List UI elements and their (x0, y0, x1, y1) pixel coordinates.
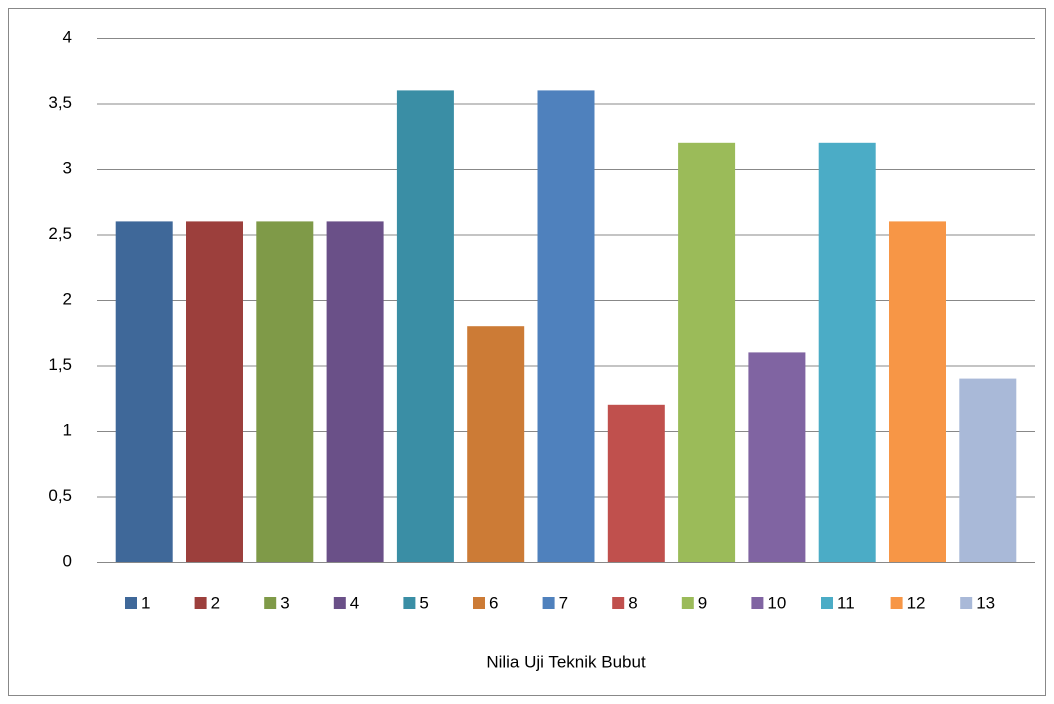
y-tick-label: 1 (63, 420, 72, 439)
bar (818, 142, 876, 563)
bar (959, 378, 1017, 562)
bar (115, 221, 173, 562)
legend-swatch (542, 597, 555, 609)
legend-label: 2 (211, 593, 220, 612)
legend-swatch (821, 597, 833, 609)
legend-label: 5 (419, 593, 428, 612)
y-tick-label: 2 (63, 289, 72, 308)
bar (186, 221, 243, 562)
y-tick-label: 0 (63, 551, 72, 570)
legend-label: 12 (907, 593, 926, 612)
legend-label: 9 (698, 593, 707, 612)
legend-label: 6 (489, 593, 498, 612)
y-tick-label: 2,5 (48, 224, 72, 243)
bar (889, 221, 946, 562)
bar (678, 142, 736, 563)
y-tick-label: 0,5 (48, 486, 72, 505)
legend-label: 11 (837, 593, 855, 612)
legend-label: 3 (280, 593, 289, 612)
legend-swatch (473, 597, 485, 609)
legend-swatch (890, 597, 903, 609)
bar (537, 90, 595, 563)
legend-label: 1 (141, 593, 150, 612)
legend-label: 10 (767, 593, 786, 612)
y-tick-label: 1,5 (48, 355, 72, 374)
x-axis-category: Nilia Uji Teknik Bubut (486, 652, 646, 671)
legend-swatch (960, 597, 973, 609)
y-tick-label: 4 (63, 27, 72, 46)
legend-label: 8 (628, 593, 637, 612)
legend-swatch (751, 597, 764, 609)
legend-swatch (403, 597, 416, 609)
legend-swatch (194, 597, 207, 609)
legend-swatch (264, 597, 277, 609)
legend-swatch (125, 597, 137, 609)
legend-swatch (681, 597, 694, 609)
bar (326, 221, 384, 562)
legend-label: 7 (559, 593, 568, 612)
legend-label: 4 (350, 593, 359, 612)
y-tick-label: 3 (63, 158, 72, 177)
legend-label: 13 (976, 593, 995, 612)
bar (396, 90, 454, 563)
legend-swatch (612, 597, 625, 609)
bar (748, 352, 806, 562)
legend-swatch (333, 597, 346, 609)
bar (607, 404, 665, 562)
y-tick-label: 3,5 (48, 93, 72, 112)
bar (256, 221, 314, 562)
bar (467, 326, 525, 562)
